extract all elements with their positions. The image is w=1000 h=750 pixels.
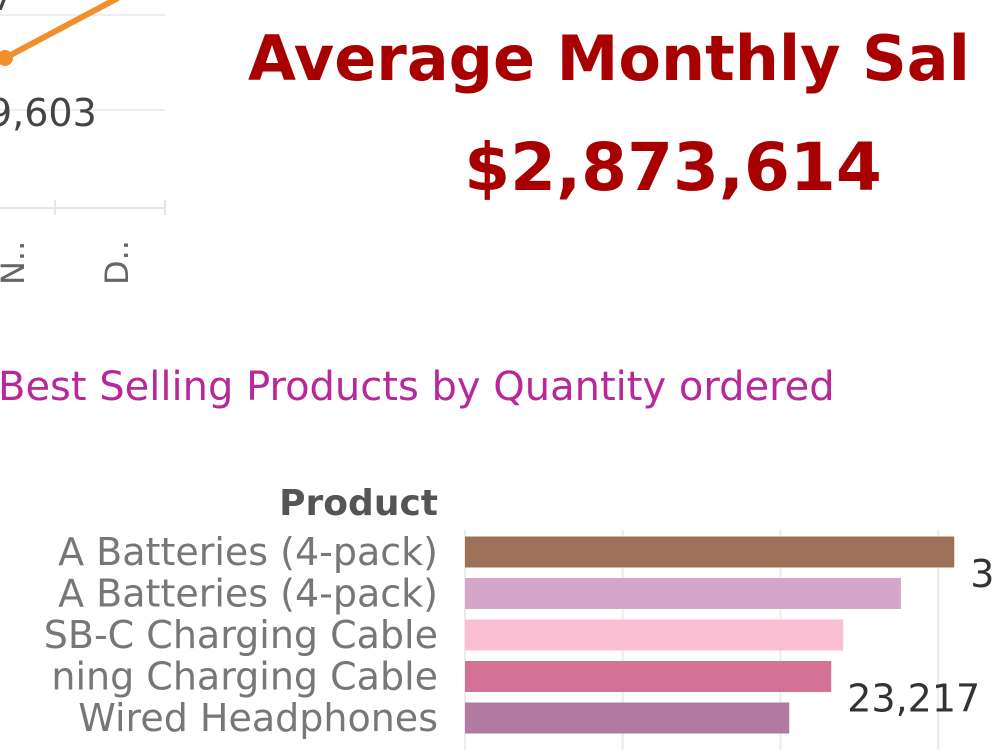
bar — [465, 536, 955, 568]
bar — [465, 702, 790, 734]
y-tick-label: Wired Headphones — [78, 696, 438, 740]
trend-x-label: N.. — [0, 241, 32, 285]
trend-point-label: 9,603 — [0, 91, 97, 135]
y-tick-label: A Batteries (4-pack) — [58, 572, 438, 616]
bar — [465, 661, 832, 692]
y-tick-label: ning Charging Cable — [51, 655, 438, 699]
bar — [465, 578, 901, 609]
axis-header: Product — [279, 483, 438, 524]
bar — [465, 619, 844, 651]
kpi-value: $2,873,614 — [464, 129, 882, 206]
y-tick-label: A Batteries (4-pack) — [58, 530, 438, 574]
chart-title: Best Selling Products by Quantity ordere… — [0, 364, 835, 410]
trend-point — [0, 50, 13, 66]
trend-label: 7 — [0, 0, 14, 19]
bar-chart: A Batteries (4-pack) 3 A Batteries (4-pack… — [44, 530, 994, 750]
value-label: 3 — [970, 552, 994, 596]
y-tick-label: SB-C Charging Cable — [44, 613, 438, 657]
trend-x-label: D.. — [98, 240, 136, 285]
kpi-title: Average Monthly Sal — [248, 22, 970, 95]
trend-line — [0, 0, 120, 65]
value-label: 23,217 — [847, 677, 980, 721]
